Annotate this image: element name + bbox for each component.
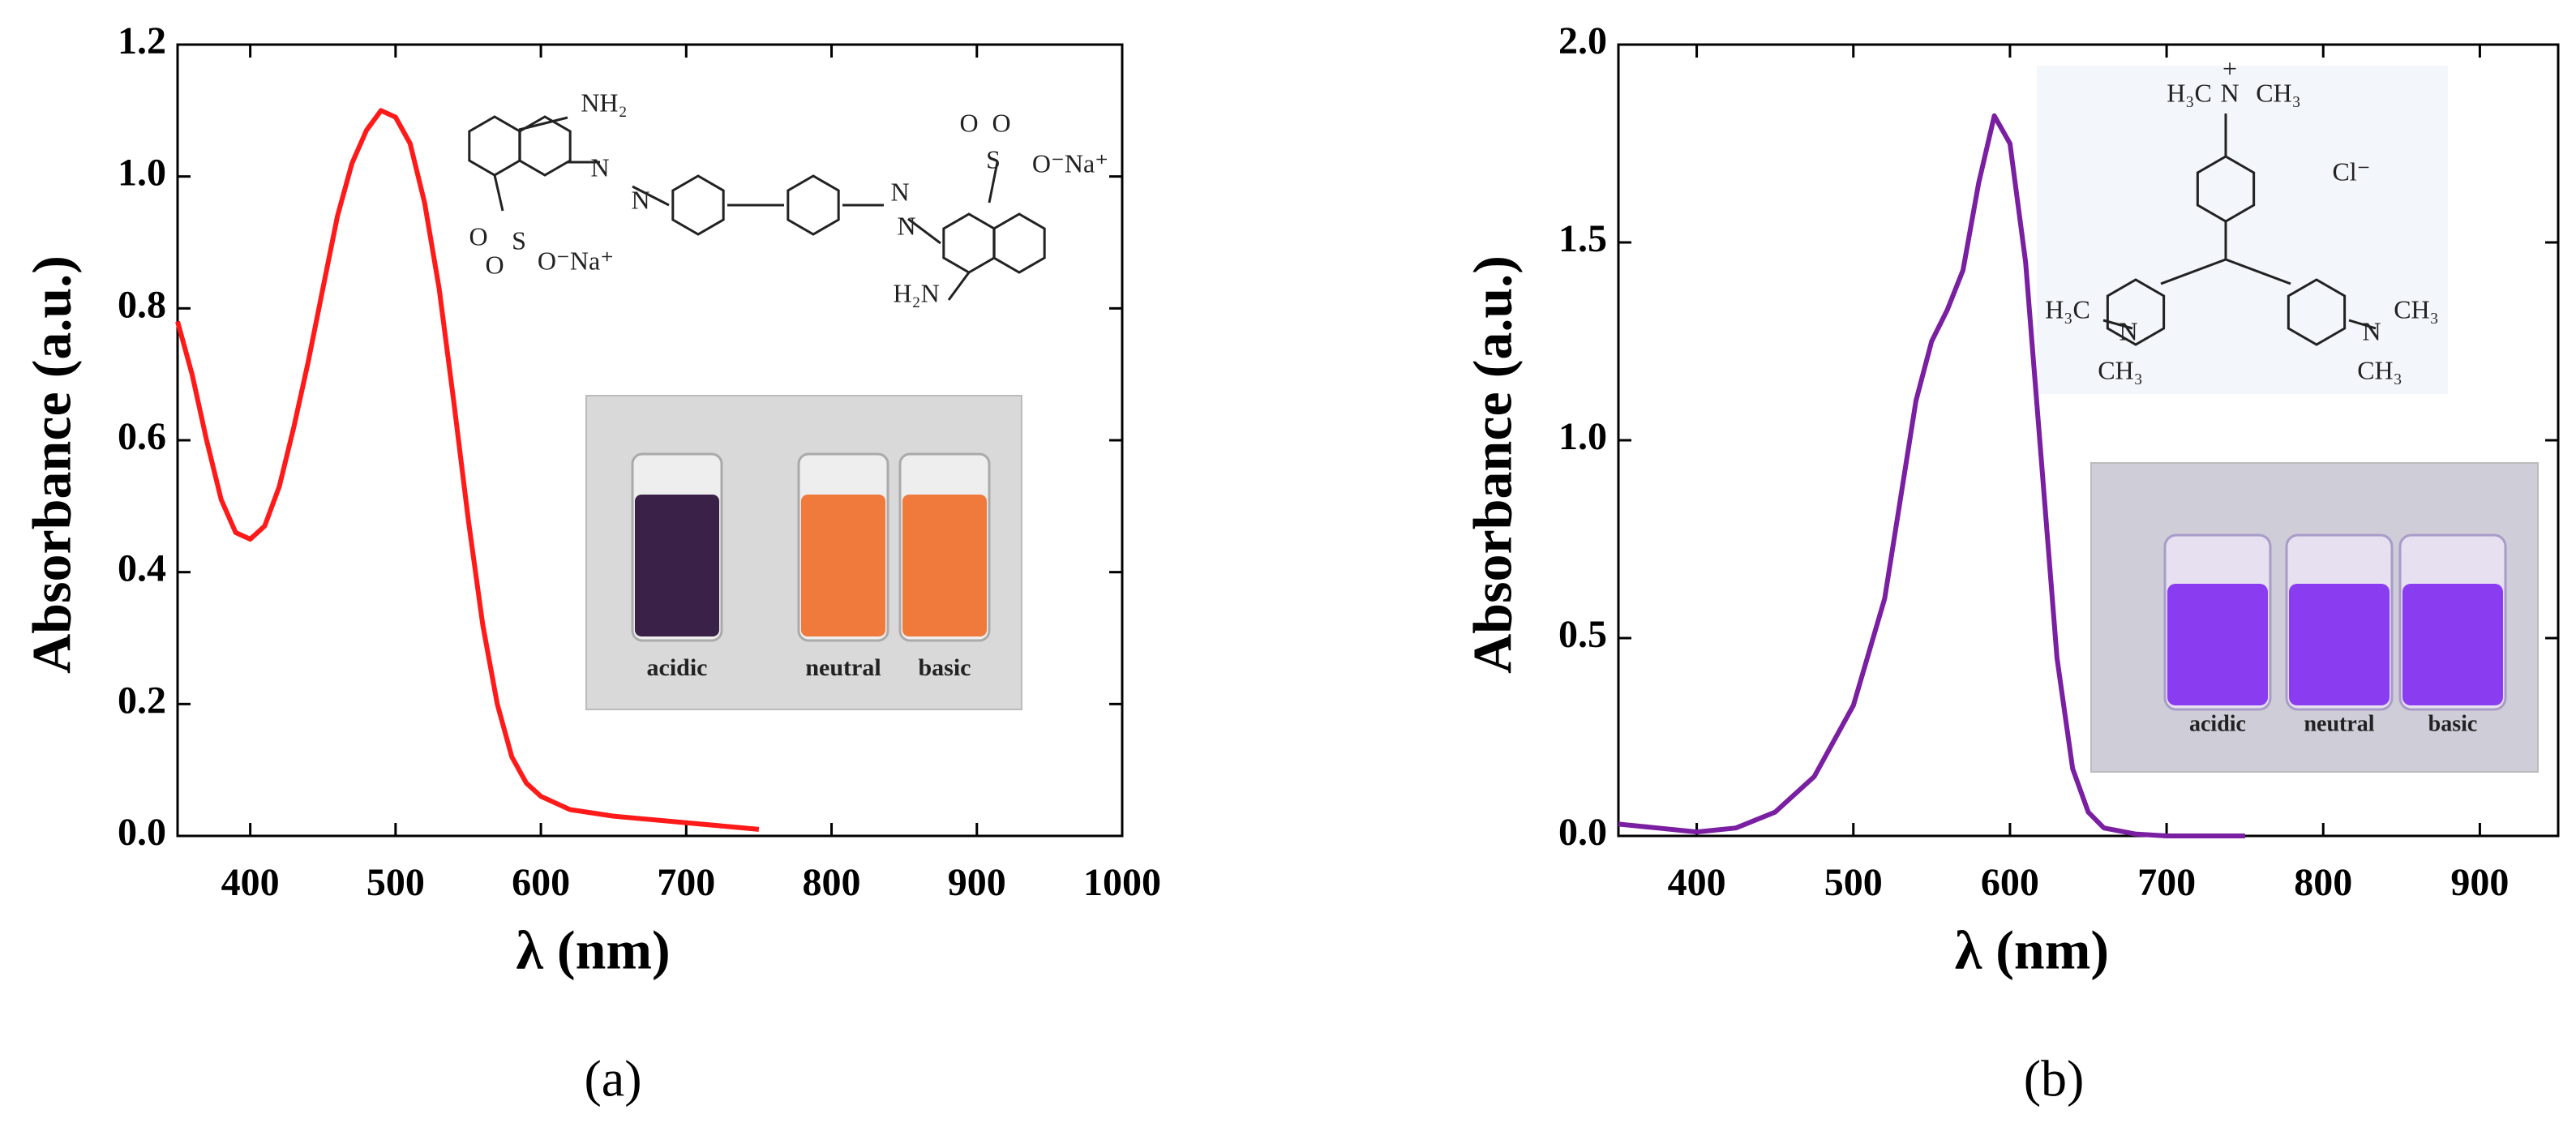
structure-label: N bbox=[590, 152, 609, 182]
bond bbox=[988, 161, 999, 204]
x-tick-label: 900 bbox=[2450, 861, 2509, 904]
bond bbox=[2160, 258, 2227, 285]
bond bbox=[632, 185, 670, 207]
structure-label: CH₃ bbox=[2394, 294, 2439, 324]
x-tick-label: 900 bbox=[948, 861, 1006, 904]
bond bbox=[2102, 319, 2133, 330]
ring bbox=[468, 115, 521, 177]
structure-label: H₃C bbox=[2045, 294, 2090, 324]
spectrum-line bbox=[1618, 113, 2245, 838]
y-tick-label: 0.0 bbox=[118, 811, 166, 854]
vial-liquid bbox=[801, 495, 885, 636]
structure-label: N bbox=[2119, 316, 2137, 345]
structure-label: O⁻Na⁺ bbox=[538, 246, 614, 275]
y-tick-label: 0.5 bbox=[1558, 613, 1607, 656]
structure-label: O bbox=[485, 250, 504, 279]
y-tick-label: 0.8 bbox=[118, 283, 166, 326]
structure-label: N bbox=[2362, 316, 2381, 345]
bond bbox=[907, 217, 941, 245]
x-tick-label: 800 bbox=[2294, 861, 2352, 904]
bond bbox=[947, 272, 971, 301]
vial-label: basic bbox=[918, 654, 971, 681]
y-tick-label: 1.5 bbox=[1558, 217, 1607, 260]
spectrum-line bbox=[175, 108, 760, 832]
structure-label: O bbox=[469, 221, 487, 251]
ring bbox=[2106, 278, 2166, 346]
x-tick-label: 700 bbox=[657, 861, 715, 904]
structure-label: S bbox=[986, 144, 1001, 174]
y-axis-label: Absorbance (a.u.) bbox=[1462, 255, 1524, 674]
structure-label: N bbox=[897, 211, 915, 240]
bond bbox=[493, 174, 504, 212]
y-tick-label: 0.6 bbox=[118, 415, 166, 458]
ring bbox=[671, 174, 725, 236]
x-tick-label: 600 bbox=[1981, 861, 2039, 904]
structure-label: O bbox=[959, 108, 978, 137]
x-tick-label: 600 bbox=[512, 861, 570, 904]
y-tick-label: 0.0 bbox=[1558, 811, 1607, 854]
vial-liquid bbox=[635, 495, 719, 636]
structure-label: NH₂ bbox=[581, 88, 627, 117]
vial-label: acidic bbox=[647, 654, 708, 681]
structure-label: + bbox=[2222, 54, 2237, 83]
vial-liquid bbox=[2289, 584, 2390, 705]
ring bbox=[942, 212, 996, 274]
x-tick-label: 1000 bbox=[1083, 861, 1161, 904]
structure-label: O bbox=[992, 108, 1010, 137]
structure-label: N bbox=[631, 185, 649, 214]
x-axis-label: λ (nm) bbox=[516, 919, 671, 981]
structure-label: N bbox=[2220, 78, 2239, 107]
structure-panel bbox=[2037, 66, 2448, 394]
ring bbox=[2287, 278, 2347, 346]
x-tick-label: 700 bbox=[2137, 861, 2196, 904]
structure-label: H₂N bbox=[893, 278, 939, 307]
ring bbox=[992, 212, 1046, 274]
vial-label: neutral bbox=[2304, 711, 2374, 736]
structure-label: CH₃ bbox=[2357, 355, 2402, 384]
x-tick-label: 800 bbox=[803, 861, 861, 904]
vial-label: basic bbox=[2428, 711, 2478, 736]
structure-label: N bbox=[890, 177, 909, 206]
x-tick-label: 500 bbox=[366, 861, 425, 904]
y-tick-label: 0.2 bbox=[118, 679, 166, 722]
ring bbox=[787, 174, 840, 236]
y-axis-label: Absorbance (a.u.) bbox=[21, 255, 83, 674]
structure-label: H₃C bbox=[2167, 78, 2212, 107]
y-tick-label: 0.4 bbox=[118, 547, 166, 590]
panel-caption: (b) bbox=[2024, 1050, 2085, 1108]
x-tick-label: 400 bbox=[1668, 861, 1726, 904]
vial-label: neutral bbox=[805, 654, 881, 681]
y-tick-label: 1.0 bbox=[118, 152, 166, 195]
x-tick-label: 400 bbox=[221, 861, 280, 904]
structure-label: CH₃ bbox=[2256, 78, 2301, 107]
bond bbox=[518, 116, 568, 131]
y-tick-label: 1.2 bbox=[118, 19, 166, 62]
y-tick-label: 2.0 bbox=[1558, 19, 1607, 62]
vial-liquid bbox=[902, 495, 987, 636]
vial-label: acidic bbox=[2189, 711, 2246, 736]
panel-caption: (a) bbox=[584, 1050, 641, 1108]
structure-label: Cl⁻ bbox=[2332, 156, 2370, 186]
ring bbox=[518, 115, 572, 177]
bond bbox=[2348, 319, 2377, 330]
x-tick-label: 500 bbox=[1824, 861, 1883, 904]
vial-liquid bbox=[2402, 584, 2503, 705]
vial-liquid bbox=[2167, 584, 2268, 705]
structure-label: O⁻Na⁺ bbox=[1032, 148, 1108, 178]
x-axis-label: λ (nm) bbox=[1955, 919, 2109, 981]
y-tick-label: 1.0 bbox=[1558, 415, 1607, 458]
structure-label: S bbox=[512, 225, 526, 255]
bond bbox=[2225, 258, 2291, 285]
structure-label: CH₃ bbox=[2098, 355, 2143, 384]
